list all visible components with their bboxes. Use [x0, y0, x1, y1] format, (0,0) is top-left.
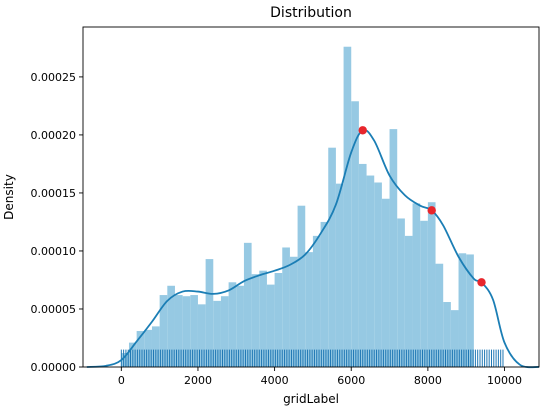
x-tick-label: 2000: [184, 374, 212, 387]
y-axis-ticks: 0.00000 0.00005 0.00010 0.00015 0.00020 0.000…: [31, 71, 83, 374]
histogram-bar: [404, 235, 413, 367]
histogram-bar: [458, 253, 467, 367]
histogram-bar: [190, 295, 198, 367]
y-tick-label: 0.00020: [31, 129, 77, 142]
histogram-bar: [243, 242, 252, 367]
histogram-bar: [121, 353, 129, 367]
histogram-bar: [266, 284, 275, 367]
histogram-bar: [297, 205, 306, 367]
histogram-bar: [320, 221, 329, 367]
histogram-bar: [335, 183, 344, 367]
x-tick-label: 0: [118, 374, 125, 387]
histogram-bar: [136, 331, 145, 367]
histogram-bar: [374, 182, 382, 367]
x-tick-label: 10000: [487, 374, 522, 387]
x-axis-label: gridLabel: [283, 392, 339, 406]
histogram-bar: [343, 46, 352, 368]
histogram-bar: [366, 175, 375, 367]
rug-plot: [120, 349, 504, 367]
histogram-bar: [282, 247, 290, 367]
histogram-bar: [312, 235, 321, 367]
histogram-bar: [289, 256, 298, 367]
y-tick-label: 0.00010: [31, 245, 77, 258]
histogram-bar: [397, 218, 405, 367]
kde-marker: [358, 126, 367, 135]
histogram-bar: [305, 252, 313, 367]
histogram-bar: [197, 304, 206, 367]
histogram-bar: [351, 101, 359, 368]
x-tick-label: 6000: [337, 374, 365, 387]
x-tick-label: 4000: [261, 374, 289, 387]
chart-title: Distribution: [270, 5, 352, 21]
y-tick-label: 0.00005: [31, 303, 77, 316]
histogram-bar: [466, 254, 474, 367]
histogram-bar: [213, 300, 221, 367]
y-tick-label: 0.00025: [31, 71, 77, 84]
y-tick-label: 0.00000: [31, 361, 77, 374]
histogram-bar: [182, 296, 191, 367]
histogram-bar: [420, 220, 428, 367]
kde-marker: [427, 206, 436, 215]
histogram-bar: [328, 147, 336, 367]
histogram-bar: [389, 129, 398, 367]
y-tick-label: 0.00015: [31, 187, 77, 200]
histogram-bar: [151, 326, 160, 367]
histogram-bar: [167, 285, 175, 367]
histogram-bar: [274, 273, 283, 367]
kde-markers: [358, 126, 486, 287]
histogram-bar: [236, 285, 244, 367]
histogram-bar: [450, 310, 459, 367]
histogram-bar: [174, 295, 183, 367]
kde-marker: [477, 278, 486, 287]
histogram-bar: [251, 274, 260, 367]
histogram-bar: [435, 263, 444, 367]
histogram-bar: [412, 203, 421, 367]
histogram-bar: [205, 259, 214, 367]
histogram-bar: [358, 163, 367, 367]
y-axis-label: Density: [2, 174, 16, 220]
histogram-bar: [144, 329, 152, 367]
x-axis-ticks: 0 2000 4000 6000 8000 10000: [118, 367, 522, 387]
histogram-bar: [259, 270, 267, 367]
kde-curve: [86, 128, 540, 369]
histogram-bars: [121, 46, 474, 368]
histogram-bar: [427, 202, 436, 367]
x-tick-label: 8000: [414, 374, 442, 387]
histogram-bar: [159, 295, 168, 367]
histogram-bar: [228, 282, 237, 367]
histogram-bar: [220, 296, 229, 367]
histogram-bar: [443, 302, 451, 367]
axes-frame: [82, 26, 540, 368]
histogram-bar: [381, 198, 390, 367]
